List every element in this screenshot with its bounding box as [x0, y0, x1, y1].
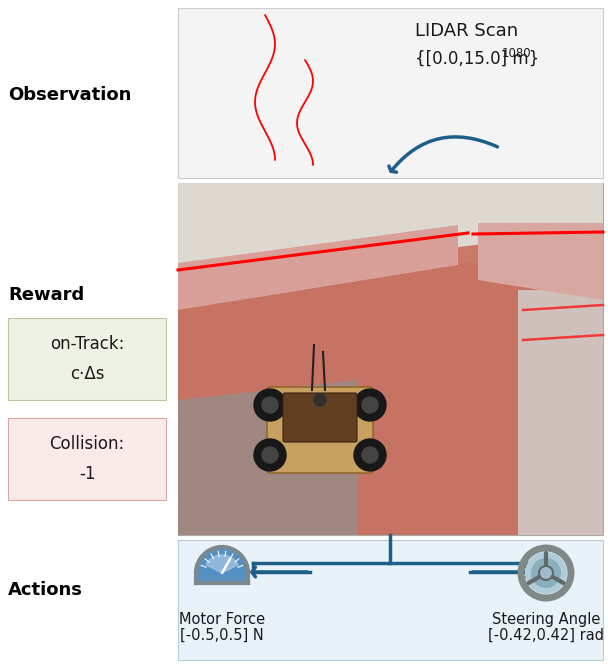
Text: 1080: 1080 [502, 47, 531, 60]
FancyBboxPatch shape [283, 393, 357, 442]
Text: LIDAR Scan: LIDAR Scan [415, 22, 518, 40]
Circle shape [362, 397, 378, 413]
Text: {[0.0,15.0] m}: {[0.0,15.0] m} [415, 50, 539, 68]
Circle shape [362, 447, 378, 463]
Circle shape [531, 558, 561, 588]
Text: c·Δs: c·Δs [70, 365, 104, 383]
Polygon shape [478, 223, 603, 300]
Text: Actions: Actions [8, 581, 83, 599]
Polygon shape [206, 555, 238, 573]
Circle shape [262, 447, 278, 463]
FancyBboxPatch shape [178, 8, 603, 178]
Polygon shape [196, 573, 248, 583]
FancyBboxPatch shape [178, 540, 603, 660]
Text: Motor Force: Motor Force [179, 612, 265, 627]
FancyBboxPatch shape [178, 183, 603, 263]
Circle shape [254, 389, 286, 421]
Polygon shape [178, 225, 458, 310]
FancyBboxPatch shape [178, 183, 603, 535]
Text: Steering Angle: Steering Angle [492, 612, 600, 627]
Polygon shape [196, 547, 248, 573]
FancyBboxPatch shape [267, 387, 373, 473]
Text: [-0.42,0.42] rad: [-0.42,0.42] rad [488, 628, 604, 643]
Text: -1: -1 [79, 465, 95, 483]
Circle shape [354, 439, 386, 471]
Text: Observation: Observation [8, 86, 131, 104]
Circle shape [354, 389, 386, 421]
Polygon shape [518, 290, 603, 535]
Circle shape [254, 439, 286, 471]
Circle shape [525, 552, 567, 594]
Circle shape [314, 394, 326, 406]
FancyBboxPatch shape [8, 318, 166, 400]
Circle shape [262, 397, 278, 413]
Polygon shape [178, 230, 603, 535]
FancyBboxPatch shape [8, 418, 166, 500]
Polygon shape [178, 380, 358, 535]
Text: on-Track:: on-Track: [50, 335, 124, 353]
Text: Reward: Reward [8, 286, 85, 304]
Text: Collision:: Collision: [49, 435, 125, 453]
Text: [-0.5,0.5] N: [-0.5,0.5] N [180, 628, 264, 643]
Circle shape [539, 566, 553, 580]
